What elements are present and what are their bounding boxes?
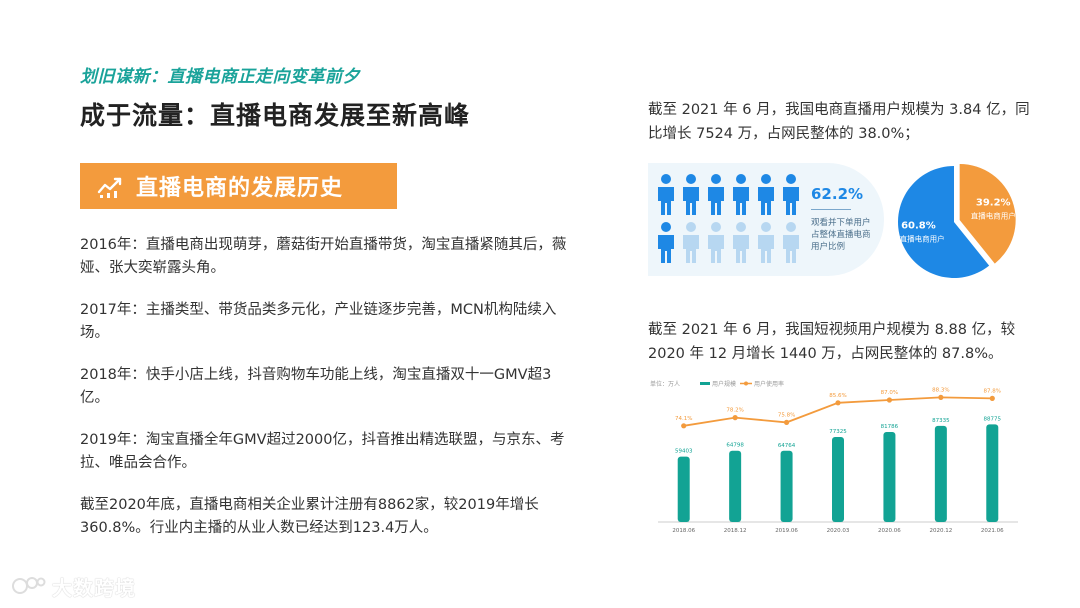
bar-value-label: 81786 xyxy=(881,424,899,430)
page-title: 成于流量：直播电商发展至新高峰 xyxy=(80,101,471,130)
history-item-2016: 2016年：直播电商出现萌芽，蘑菇街开始直播带货，淘宝直播紧随其后，薇娅、张大奕… xyxy=(80,237,567,276)
line-value-label: 85.6% xyxy=(829,393,846,399)
brand-watermark: 大数跨境 xyxy=(52,576,136,600)
x-tick-label: 2020.06 xyxy=(878,528,901,534)
short-video-stat: 截至 2021 年 6 月，我国短视频用户规模为 8.88 亿，较 2020 年… xyxy=(648,322,1016,362)
pie-slice-label: 非直播电商用户 xyxy=(892,233,945,243)
live-users-stat: 截至 2021 年 6 月，我国电商直播用户规模为 3.84 亿，同比增长 75… xyxy=(648,102,1030,142)
line-point xyxy=(732,415,738,421)
person-icon xyxy=(708,174,724,215)
bar-value-label: 59403 xyxy=(675,449,693,455)
x-tick-label: 2018.06 xyxy=(672,528,695,534)
legend-label-bar: 用户规模 xyxy=(712,380,736,388)
line-value-label: 75.8% xyxy=(778,412,795,418)
bar xyxy=(832,436,844,522)
people-grid xyxy=(658,174,799,263)
people-divider xyxy=(811,209,851,210)
person-icon xyxy=(758,174,774,215)
line-value-label: 74.1% xyxy=(675,416,692,422)
section-banner: 直播电商的发展历史 xyxy=(80,163,397,209)
bar xyxy=(986,424,999,522)
person-icon xyxy=(733,174,749,215)
legend-marker-line xyxy=(744,381,748,386)
line-value-label: 87.0% xyxy=(881,390,898,396)
x-tick-label: 2020.03 xyxy=(827,528,850,534)
history-item-2017: 2017年：主播类型、带货品类多元化，产业链逐步完善，MCN机构陆续入场。 xyxy=(80,302,557,341)
line-value-label: 78.2% xyxy=(726,408,743,414)
pie-slice-value: 60.8% xyxy=(901,220,936,231)
person-icon xyxy=(658,222,674,263)
short-video-chart: 单位：万人 用户规模 用户使用率 59403 2018.06 64798 2018.12 64… xyxy=(650,380,1018,534)
x-tick-label: 2018.12 xyxy=(724,528,747,534)
line-point xyxy=(783,419,790,425)
line-point xyxy=(886,397,893,403)
person-icon xyxy=(783,174,799,215)
person-icon xyxy=(733,222,749,263)
person-icon xyxy=(758,222,774,263)
bar xyxy=(729,450,742,522)
trend-chart-icon xyxy=(97,177,122,198)
line-value-label: 87.8% xyxy=(984,388,1001,394)
person-icon xyxy=(683,222,699,263)
history-item-2018: 2018年：快手小店上线，抖音购物车功能上线，淘宝直播双十一GMV超3亿。 xyxy=(80,367,552,406)
user-share-pie: 39.2% 直播电商用户 60.8% 非直播电商用户 xyxy=(892,164,1016,278)
bar-value-label: 64764 xyxy=(778,443,796,449)
person-icon xyxy=(708,222,724,263)
people-percent: 62.2% xyxy=(811,185,864,203)
brand-logo-icon xyxy=(12,577,46,594)
bar-value-label: 77325 xyxy=(829,429,847,435)
legend-label-line: 用户使用率 xyxy=(754,380,784,388)
pie-slice-value: 39.2% xyxy=(976,198,1011,209)
bar xyxy=(780,450,793,522)
person-icon xyxy=(783,222,799,263)
people-description: 观看并下单用户占整体直播电商用户比例 xyxy=(811,218,871,252)
line-point xyxy=(835,400,841,406)
chart-unit-label: 单位：万人 xyxy=(650,380,680,388)
x-tick-label: 2021.06 xyxy=(981,528,1004,534)
x-tick-label: 2019.06 xyxy=(775,528,798,534)
person-icon xyxy=(683,174,699,215)
line-point xyxy=(989,395,995,401)
legend-swatch-bar xyxy=(700,382,710,385)
page-subtitle: 划旧谋新：直播电商正走向变革前夕 xyxy=(80,67,360,87)
pie-slice xyxy=(959,164,1016,264)
line-point xyxy=(681,423,687,429)
line-point xyxy=(938,394,944,400)
pie-slice-label: 直播电商用户 xyxy=(971,211,1016,221)
history-item-2019: 2019年：淘宝直播全年GMV超过2000亿，抖音推出精选联盟，与京东、考拉、唯… xyxy=(80,432,565,471)
history-list: 2016年：直播电商出现萌芽，蘑菇街开始直播带货，淘宝直播紧随其后，薇娅、张大奕… xyxy=(80,234,580,559)
line-value-label: 88.3% xyxy=(932,387,949,393)
bar-value-label: 88775 xyxy=(984,416,1002,422)
x-tick-label: 2020.12 xyxy=(929,528,952,534)
bar xyxy=(883,432,896,522)
banner-label: 直播电商的发展历史 xyxy=(136,176,344,201)
person-icon xyxy=(658,174,674,215)
pie-slice xyxy=(898,166,990,278)
bar-value-label: 64798 xyxy=(726,443,744,449)
bar xyxy=(934,425,947,522)
history-item-2020: 截至2020年底，直播电商相关企业累计注册有8862家，较2019年增长360.… xyxy=(80,497,539,536)
bar-value-label: 87335 xyxy=(932,418,950,424)
bar xyxy=(677,456,690,522)
people-panel: 62.2% 观看并下单用户占整体直播电商用户比例 xyxy=(648,163,884,276)
